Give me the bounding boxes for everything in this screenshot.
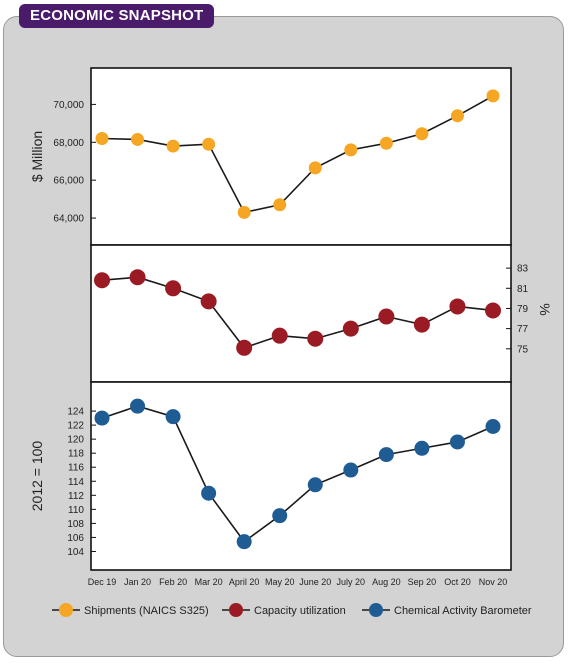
- data-point: [415, 127, 429, 141]
- y-tick-label: 114: [68, 477, 84, 488]
- x-tick-label: Oct 20: [444, 577, 471, 587]
- y-tick-label: 122: [67, 421, 84, 432]
- data-point: [342, 320, 359, 337]
- x-tick-label: Sep 20: [408, 577, 437, 587]
- y-tick-label: 68,000: [53, 138, 84, 149]
- data-point: [379, 136, 393, 150]
- y-tick-label: 104: [67, 547, 84, 558]
- plot-frame-2: [90, 244, 512, 383]
- data-point: [307, 477, 323, 493]
- data-point: [94, 410, 110, 426]
- x-tick-label: Mar 20: [195, 577, 223, 587]
- data-point: [413, 316, 430, 333]
- y-tick-label: 112: [68, 491, 84, 502]
- data-point: [236, 534, 252, 550]
- y-tick-label: 79: [517, 304, 529, 315]
- data-point: [94, 272, 110, 289]
- x-tick-label: Nov 20: [479, 577, 508, 587]
- y-tick-label: 66,000: [53, 176, 84, 187]
- y-tick-label: 70,000: [53, 100, 84, 111]
- data-point: [95, 132, 109, 146]
- x-tick-label: June 20: [299, 577, 331, 587]
- x-tick-label: May 20: [265, 577, 295, 587]
- data-point: [236, 339, 253, 356]
- data-point: [237, 205, 251, 219]
- y-tick-label: 81: [517, 284, 529, 295]
- data-point: [344, 143, 358, 157]
- y-axis-title: $ Million: [29, 131, 45, 182]
- data-point: [308, 161, 322, 175]
- y-tick-label: 64,000: [53, 214, 84, 225]
- y-tick-label: 110: [68, 505, 84, 516]
- data-point: [273, 198, 287, 212]
- data-point: [129, 269, 146, 286]
- data-point: [165, 280, 182, 297]
- data-point: [343, 462, 359, 478]
- data-point: [378, 308, 395, 325]
- y-tick-label: 116: [68, 463, 84, 474]
- x-tick-label: Dec 19: [88, 577, 117, 587]
- data-point: [131, 132, 145, 146]
- data-point: [202, 137, 216, 151]
- data-point: [414, 440, 430, 456]
- y-tick-label: 75: [517, 344, 529, 355]
- data-point: [450, 109, 464, 123]
- y-tick-label: 118: [68, 449, 84, 460]
- data-point: [449, 434, 465, 450]
- y-tick-label: 108: [67, 519, 84, 530]
- data-point: [449, 298, 466, 315]
- data-point: [485, 302, 501, 319]
- data-point: [486, 89, 500, 103]
- data-point: [130, 398, 146, 414]
- legend-marker: [229, 603, 243, 617]
- section-tag: ECONOMIC SNAPSHOT: [19, 4, 215, 28]
- y-axis-title: %: [537, 303, 553, 315]
- legend-label: Chemical Activity Barometer: [394, 605, 532, 617]
- y-tick-label: 83: [517, 264, 529, 275]
- legend-label: Capacity utilization: [254, 605, 346, 617]
- x-tick-label: April 20: [229, 577, 260, 587]
- data-point: [166, 139, 180, 153]
- y-tick-label: 124: [67, 407, 84, 418]
- y-tick-label: 106: [67, 533, 84, 544]
- data-point: [165, 409, 181, 425]
- y-tick-label: 120: [67, 435, 84, 446]
- y-tick-label: 77: [517, 324, 529, 335]
- y-axis-title: 2012 = 100: [29, 441, 45, 512]
- x-tick-label: July 20: [337, 577, 366, 587]
- plot-frame-1: [90, 67, 512, 246]
- x-tick-label: Jan 20: [124, 577, 151, 587]
- data-point: [271, 327, 288, 344]
- data-point: [485, 419, 501, 435]
- legend-marker: [59, 603, 73, 617]
- data-point: [201, 485, 217, 501]
- legend-label: Shipments (NAICS S325): [84, 605, 209, 617]
- x-tick-label: Aug 20: [372, 577, 401, 587]
- data-point: [272, 508, 288, 524]
- data-point: [200, 293, 217, 310]
- x-tick-label: Feb 20: [159, 577, 187, 587]
- legend-marker: [369, 603, 383, 617]
- data-point: [378, 447, 394, 463]
- data-point: [307, 330, 324, 347]
